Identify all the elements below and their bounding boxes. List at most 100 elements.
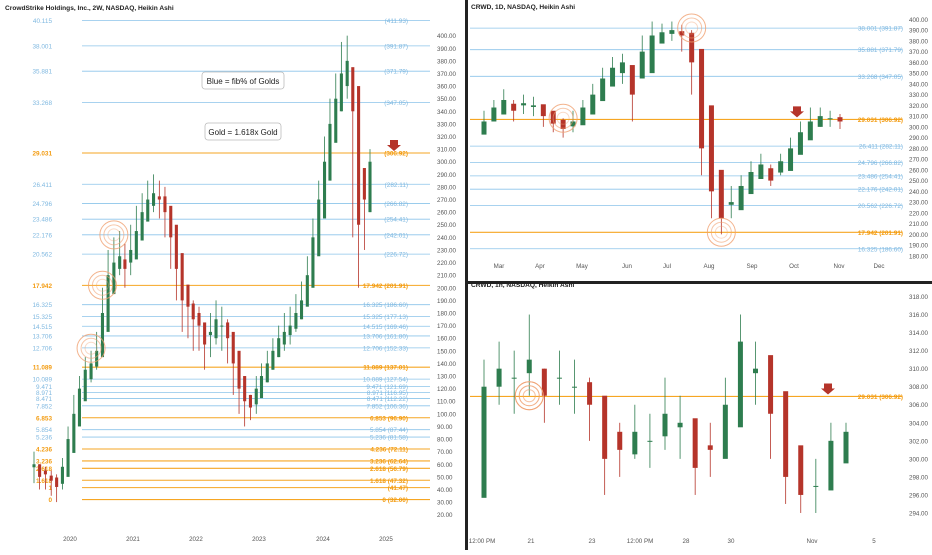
candle-body [220,325,224,327]
y-tick-label: 180.00 [437,310,456,317]
fib-level-ratio: 17.942 [32,283,52,290]
y-tick-label: 312.00 [909,348,928,355]
highlight-circle-icon [518,385,540,407]
candle-body [328,123,332,181]
y-tick-label: 308.00 [909,384,928,391]
fib-level-price-label: 29.031 (306.92) [858,394,903,401]
candle-body [491,107,497,122]
candle-body [526,359,532,374]
annotation-text: Gold = 1.618x Gold [208,128,277,137]
fib-level-ratio: 23.486 [32,217,52,224]
candle-body [768,355,774,414]
candle-body [32,464,36,468]
candle-body [271,350,275,370]
candle-body [827,118,833,120]
y-tick-label: 170.00 [437,323,456,330]
y-tick-label: 220.00 [909,210,928,217]
annotation-box [204,122,282,141]
candle-body [817,116,823,127]
fib-level-ratio: 16.325 [32,302,52,309]
candle-body [580,107,586,126]
candle-body [753,368,758,374]
fib-level-ratio: 1 [48,485,52,492]
candle-body [140,212,144,241]
candle-body [243,376,247,402]
x-tick-label: 30 [728,538,735,545]
highlight-circle-icon [522,389,536,403]
candle-body [282,331,286,345]
fib-level-ratio: 13.706 [32,333,52,340]
y-tick-label: 310.00 [437,147,456,154]
fib-level-price-label: 35.881 (371.79) [858,47,903,54]
candle-body [722,404,728,459]
candle-body [828,440,834,491]
y-tick-label: 90.00 [437,424,453,431]
y-tick-label: 270.00 [437,197,456,204]
x-tick-label: Dec [873,263,884,270]
candle-body [265,363,269,383]
y-tick-label: 350.00 [909,71,928,78]
fib-level-ratio: 5.236 [36,435,52,442]
candle-body [152,193,156,206]
y-tick-label: 370.00 [437,71,456,78]
fib-level-ratio: 26.411 [33,182,53,189]
candle-body [38,464,42,477]
candle-body [797,132,803,155]
down-arrow-icon [790,106,804,118]
y-tick-label: 240.00 [909,189,928,196]
fib-level-price-label: (306.92) [384,150,408,157]
y-tick-label: 330.00 [437,121,456,128]
fib-level-ratio: 11.089 [33,365,53,372]
x-tick-label: Nov [833,263,845,270]
candle-body [43,470,47,475]
fib-level-price-label: 7.852 (106.36) [366,403,408,410]
y-tick-label: 320.00 [437,134,456,141]
y-tick-label: 20.00 [437,512,453,519]
y-tick-label: 50.00 [437,474,453,481]
fib-level-ratio: 2.618 [36,466,52,473]
candle-body [677,422,683,428]
highlight-circle-icon [107,228,121,242]
x-tick-label: May [576,263,589,270]
highlight-circle-icon [548,103,578,133]
candle-body [632,431,638,455]
y-tick-label: 110.00 [437,399,456,406]
candle-body [707,445,713,450]
candle-body [112,262,116,295]
x-tick-label: Apr [535,263,545,270]
candle-body [768,168,774,181]
candle-body [639,51,645,79]
candle-body [798,445,804,495]
candle-body [231,331,235,364]
fib-level-price-label: 16.325 (186.60) [363,302,408,309]
y-tick-label: 380.00 [909,38,928,45]
fib-level-price-label: (347.05) [384,100,408,107]
candle-body [294,312,298,329]
candle-body [619,62,625,74]
fib-level-ratio: 20.562 [32,252,52,259]
y-tick-label: 250.00 [437,222,456,229]
candle-body [197,312,201,326]
y-tick-label: 306.00 [909,402,928,409]
candle-body [169,205,173,238]
candle-body [368,161,372,213]
candle-body [72,413,76,453]
fib-level-price-label: 3.236 (62.64) [370,458,408,465]
y-tick-label: 240.00 [437,235,456,242]
x-tick-label: 2023 [252,536,266,543]
fib-level-price-label: 20.562 (226.72) [858,203,903,210]
fib-level-price-label: 29.031 (306.92) [858,117,903,124]
y-tick-label: 300.00 [909,124,928,131]
candle-body [100,312,105,358]
candle-body [123,259,127,269]
highlight-circle-icon [91,274,113,296]
candle-body [288,325,292,336]
candle-body [305,275,309,307]
candle-body [778,161,784,173]
y-tick-label: 400.00 [437,33,456,40]
x-tick-label: 2022 [189,536,203,543]
y-tick-label: 400.00 [909,17,928,24]
candle-body [345,60,349,87]
candle-body [362,168,366,200]
